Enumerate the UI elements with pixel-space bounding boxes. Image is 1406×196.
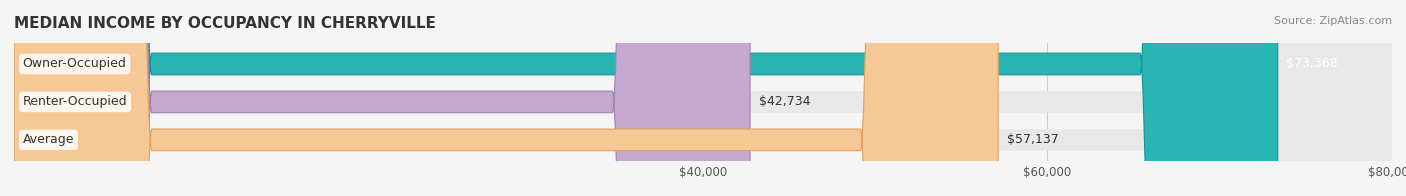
FancyBboxPatch shape — [14, 0, 998, 196]
Text: Owner-Occupied: Owner-Occupied — [22, 57, 127, 71]
FancyBboxPatch shape — [14, 0, 1392, 196]
Text: $57,137: $57,137 — [1007, 133, 1059, 146]
Text: Renter-Occupied: Renter-Occupied — [22, 95, 128, 108]
FancyBboxPatch shape — [14, 0, 1392, 196]
Text: MEDIAN INCOME BY OCCUPANCY IN CHERRYVILLE: MEDIAN INCOME BY OCCUPANCY IN CHERRYVILL… — [14, 16, 436, 31]
Text: $42,734: $42,734 — [759, 95, 810, 108]
Text: Average: Average — [22, 133, 75, 146]
FancyBboxPatch shape — [14, 0, 1278, 196]
Text: Source: ZipAtlas.com: Source: ZipAtlas.com — [1274, 16, 1392, 26]
FancyBboxPatch shape — [14, 0, 749, 196]
FancyBboxPatch shape — [14, 0, 1392, 196]
Text: $73,368: $73,368 — [1286, 57, 1339, 71]
